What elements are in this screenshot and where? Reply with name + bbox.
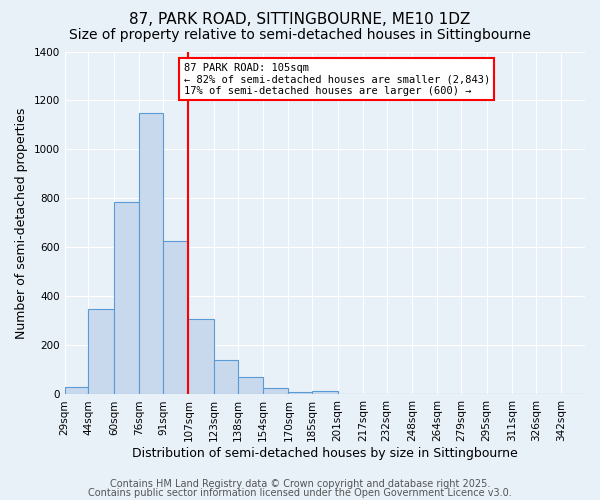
- Bar: [139, 112, 163, 394]
- X-axis label: Distribution of semi-detached houses by size in Sittingbourne: Distribution of semi-detached houses by …: [132, 447, 518, 460]
- Text: 87, PARK ROAD, SITTINGBOURNE, ME10 1DZ: 87, PARK ROAD, SITTINGBOURNE, ME10 1DZ: [130, 12, 470, 28]
- Bar: [289, 392, 312, 394]
- Bar: [214, 360, 238, 394]
- Text: Contains public sector information licensed under the Open Government Licence v3: Contains public sector information licen…: [88, 488, 512, 498]
- Text: Size of property relative to semi-detached houses in Sittingbourne: Size of property relative to semi-detach…: [69, 28, 531, 42]
- Bar: [312, 391, 338, 394]
- Text: Contains HM Land Registry data © Crown copyright and database right 2025.: Contains HM Land Registry data © Crown c…: [110, 479, 490, 489]
- Bar: [88, 308, 114, 394]
- Bar: [114, 202, 139, 394]
- Bar: [188, 318, 214, 394]
- Bar: [65, 387, 88, 394]
- Bar: [163, 242, 188, 394]
- Text: 87 PARK ROAD: 105sqm
← 82% of semi-detached houses are smaller (2,843)
17% of se: 87 PARK ROAD: 105sqm ← 82% of semi-detac…: [184, 62, 490, 96]
- Y-axis label: Number of semi-detached properties: Number of semi-detached properties: [15, 108, 28, 338]
- Bar: [238, 378, 263, 394]
- Bar: [263, 388, 289, 394]
